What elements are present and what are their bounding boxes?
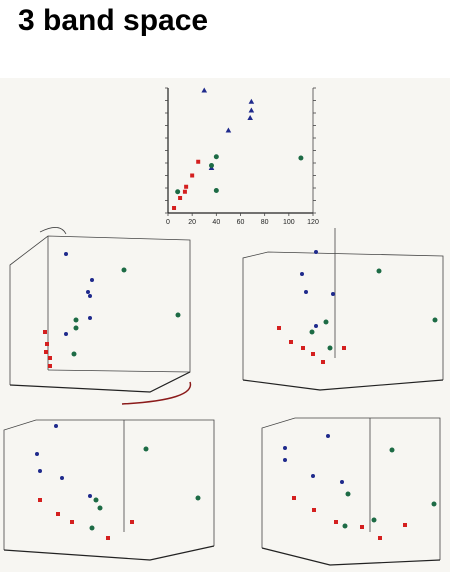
projection-4 <box>261 417 441 566</box>
point <box>248 107 255 113</box>
point <box>213 188 219 193</box>
projection-1 <box>9 227 192 405</box>
point <box>178 196 183 200</box>
point <box>196 159 201 164</box>
x-tick-label: 60 <box>237 219 245 226</box>
point <box>298 155 304 161</box>
point <box>190 173 195 178</box>
x-tick-label: 40 <box>212 219 220 226</box>
point <box>172 206 177 210</box>
x-tick-label: 0 <box>166 219 170 226</box>
point <box>248 98 255 104</box>
x-tick-label: 20 <box>188 219 196 226</box>
scatter-2d: 0 20 40 60 80 100 120 <box>165 87 319 226</box>
point <box>213 154 219 160</box>
projection-3 <box>3 419 215 561</box>
point <box>184 184 189 189</box>
point <box>209 163 214 168</box>
x-tick-label: 100 <box>283 219 295 226</box>
point <box>201 87 208 93</box>
point <box>175 189 181 195</box>
x-tick-label: 120 <box>307 219 319 226</box>
point <box>247 115 253 120</box>
projection-2 <box>242 228 444 391</box>
slide-title: 3 band space <box>18 4 209 37</box>
point <box>182 189 187 194</box>
point <box>225 127 232 133</box>
scan-background <box>0 78 450 572</box>
x-tick-label: 80 <box>261 219 269 226</box>
